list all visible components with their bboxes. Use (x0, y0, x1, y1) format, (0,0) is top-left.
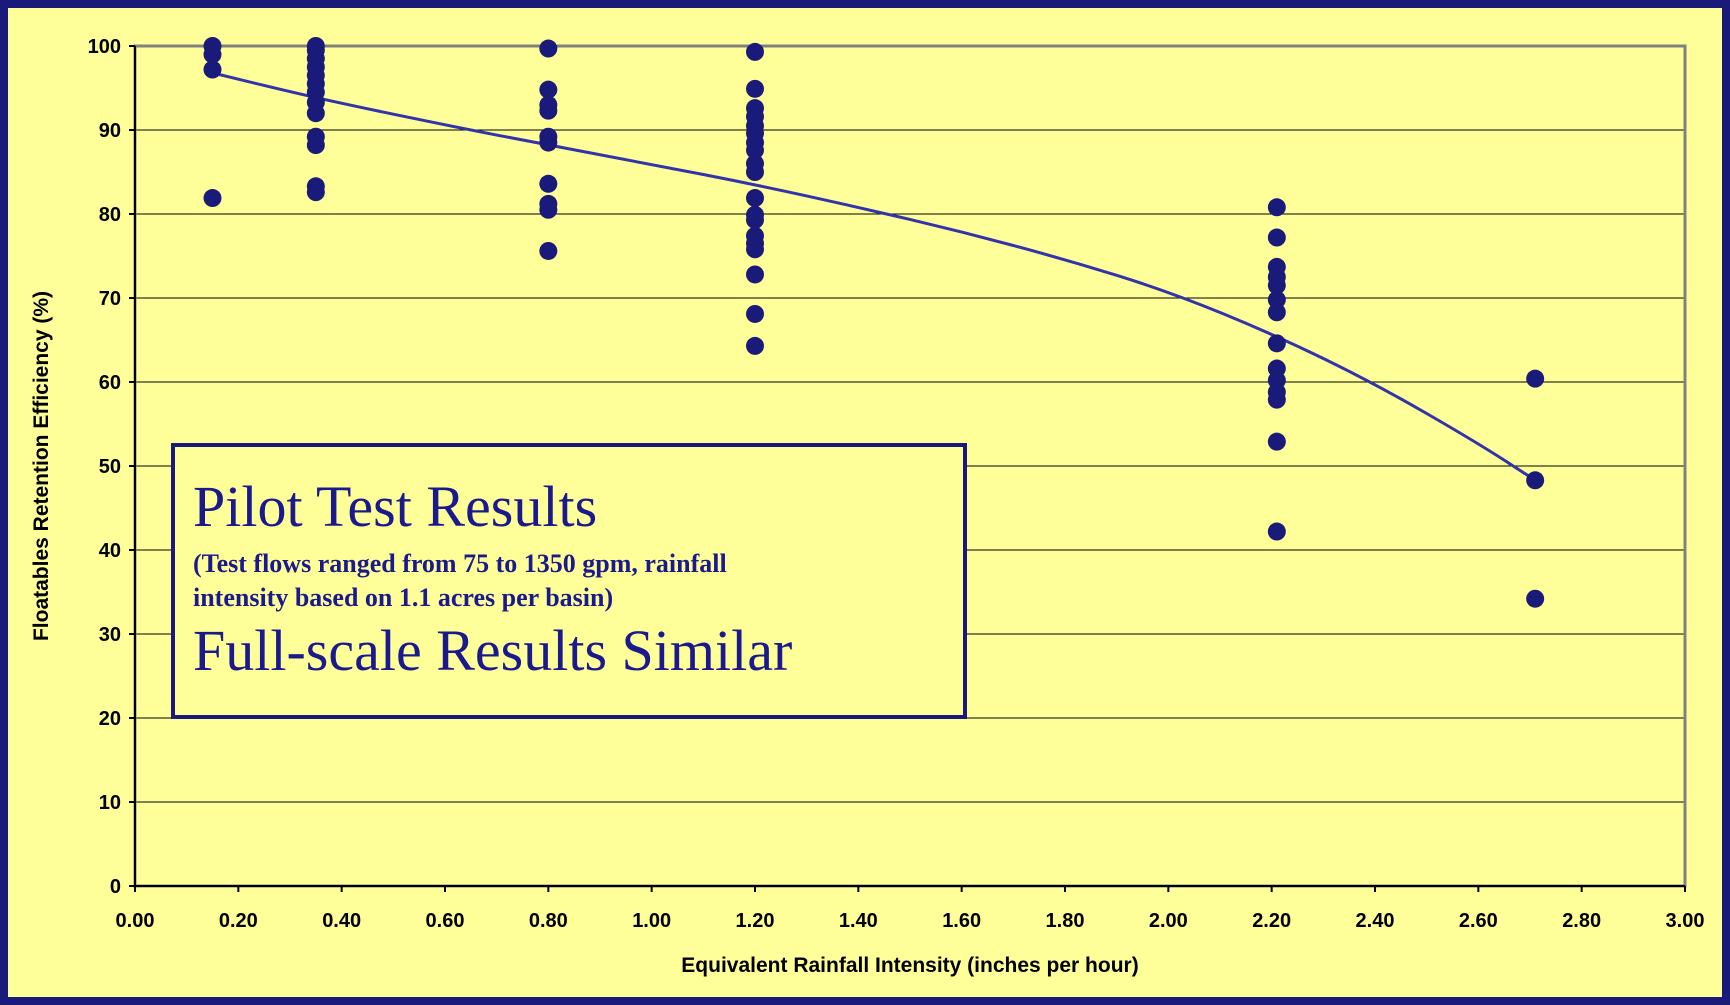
y-tick-label: 100 (88, 36, 121, 58)
data-point (746, 336, 764, 355)
x-tick-label: 2.40 (1356, 910, 1395, 932)
data-point (203, 60, 222, 79)
data-point (539, 241, 558, 260)
y-tick-label: 80 (99, 204, 121, 226)
x-tick-label: 2.80 (1562, 910, 1601, 932)
data-point (539, 174, 558, 193)
data-point (746, 189, 764, 208)
data-point (1267, 390, 1286, 409)
x-tick-label: 2.00 (1149, 910, 1188, 932)
data-point (306, 183, 325, 202)
x-tick-label: 1.60 (942, 910, 981, 932)
x-tick-label: 2.20 (1252, 910, 1291, 932)
data-point (1526, 471, 1545, 490)
x-tick-label: 3.00 (1666, 910, 1705, 932)
x-tick-label: 1.20 (736, 910, 775, 932)
data-point (539, 80, 558, 99)
data-point (1267, 276, 1286, 295)
x-tick-label: 0.00 (116, 910, 155, 932)
y-tick-label: 10 (99, 792, 121, 814)
x-tick-label: 1.80 (1046, 910, 1085, 932)
data-point (1267, 228, 1286, 247)
y-tick-label: 20 (99, 708, 121, 730)
data-point (1267, 432, 1286, 451)
y-tick-label: 30 (99, 624, 121, 646)
data-point (539, 200, 558, 219)
data-point (746, 141, 764, 160)
data-point (746, 79, 764, 98)
data-point (1267, 303, 1286, 322)
data-point (1267, 522, 1286, 541)
trendline (212, 71, 1536, 482)
y-tick-label: 60 (99, 372, 121, 394)
y-axis-title: Floatables Retention Efficiency (%) (30, 291, 53, 641)
x-axis-title: Equivalent Rainfall Intensity (inches pe… (681, 954, 1138, 977)
x-tick-label: 1.00 (632, 910, 671, 932)
data-point (1267, 290, 1286, 309)
data-point (1526, 589, 1545, 608)
data-point (746, 304, 764, 323)
data-point (1267, 198, 1286, 217)
data-point (746, 163, 764, 181)
y-tick-label: 40 (99, 540, 121, 562)
x-tick-label: 0.60 (426, 910, 465, 932)
y-tick-label: 90 (99, 120, 121, 142)
data-point (539, 39, 558, 58)
annotation-note: (Test flows ranged from 75 to 1350 gpm, … (193, 547, 963, 615)
y-tick-label: 50 (99, 456, 121, 478)
data-point (203, 189, 222, 208)
data-point (306, 136, 325, 155)
y-tick-label: 70 (99, 288, 121, 310)
x-tick-label: 0.80 (529, 910, 568, 932)
annotation-note-line2: intensity based on 1.1 acres per basin) (193, 583, 614, 612)
annotation-subheading: Full-scale Results Similar (193, 618, 793, 683)
annotation-box: Pilot Test Results (Test flows ranged fr… (171, 443, 967, 719)
x-tick-label: 0.40 (322, 910, 361, 932)
x-tick-label: 1.40 (839, 910, 878, 932)
annotation-heading: Pilot Test Results (193, 474, 598, 539)
data-point (746, 210, 764, 229)
data-point (746, 42, 764, 61)
data-point (746, 240, 764, 259)
x-tick-label: 2.60 (1459, 910, 1498, 932)
x-tick-label: 0.20 (219, 910, 258, 932)
y-tick-label: 0 (110, 876, 121, 898)
tick-labels: 0.00 0.20 0.40 0.60 0.80 1.00 1.20 1.40 1.60 1.80… (88, 36, 1705, 932)
data-point (1526, 369, 1545, 388)
data-point (539, 133, 558, 152)
data-points (203, 37, 1545, 608)
data-point (306, 104, 325, 123)
annotation-note-line1: (Test flows ranged from 75 to 1350 gpm, … (193, 549, 727, 578)
data-point (539, 101, 558, 120)
data-point (1267, 334, 1286, 353)
data-point (203, 45, 222, 64)
data-point (746, 265, 764, 284)
